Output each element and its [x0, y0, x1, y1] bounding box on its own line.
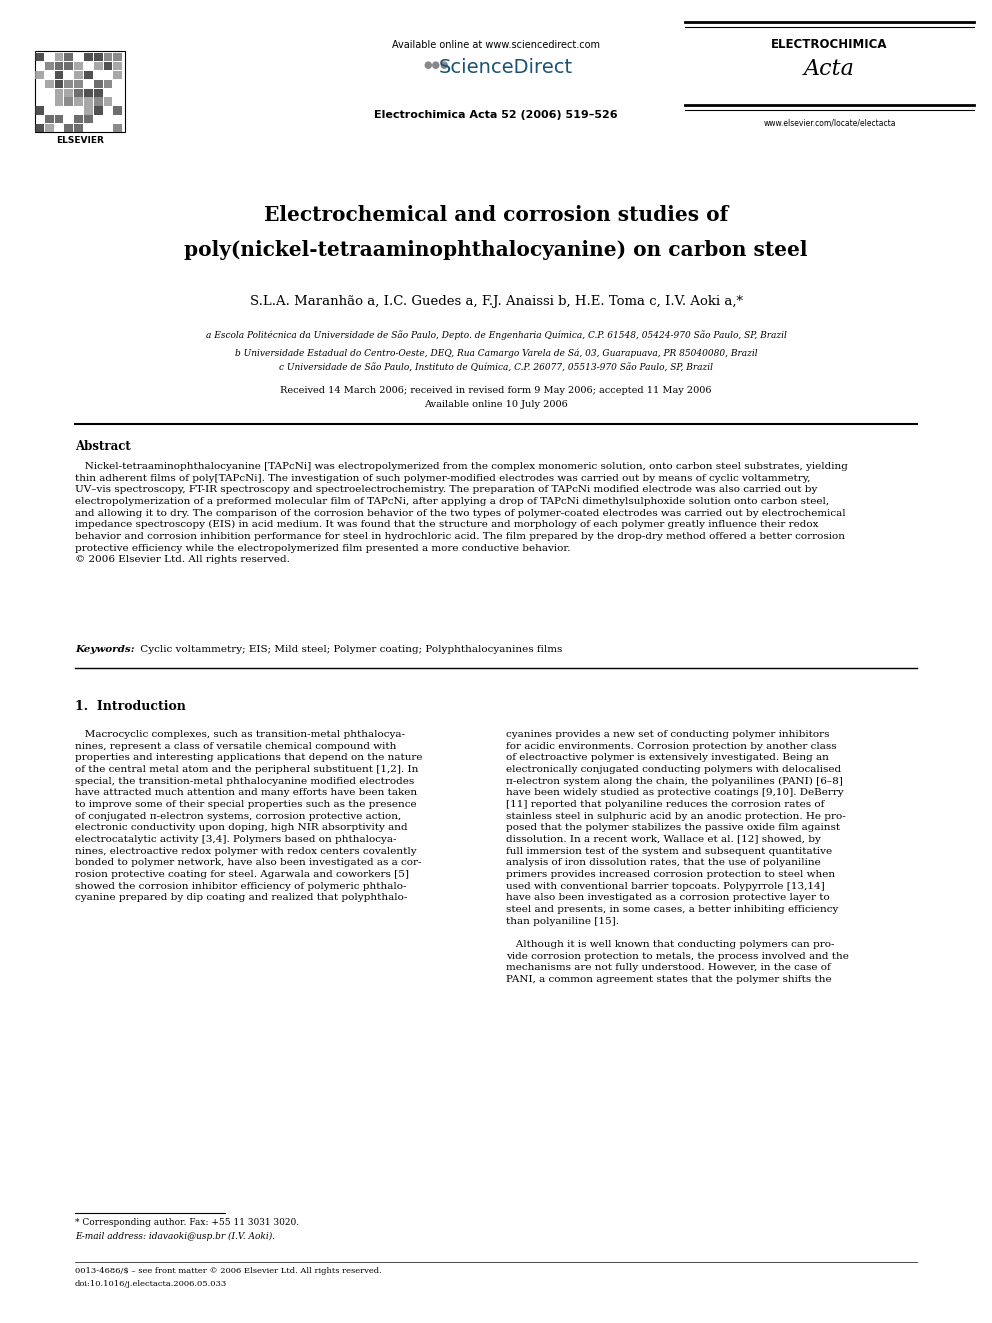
Bar — [103, 53, 112, 61]
Bar — [94, 98, 102, 106]
Bar — [64, 89, 73, 97]
Text: Macrocyclic complexes, such as transition-metal phthalocya-
nines, represent a c: Macrocyclic complexes, such as transitio… — [75, 730, 423, 902]
Bar — [45, 79, 54, 87]
Bar — [103, 79, 112, 87]
Bar — [84, 89, 93, 97]
Text: Available online at www.sciencedirect.com: Available online at www.sciencedirect.co… — [392, 40, 600, 50]
Bar — [74, 124, 83, 132]
Bar — [94, 89, 102, 97]
Text: poly(nickel-tetraaminophthalocyanine) on carbon steel: poly(nickel-tetraaminophthalocyanine) on… — [185, 239, 807, 261]
Text: Available online 10 July 2006: Available online 10 July 2006 — [425, 400, 567, 409]
Text: Cyclic voltammetry; EIS; Mild steel; Polymer coating; Polyphthalocyanines films: Cyclic voltammetry; EIS; Mild steel; Pol… — [137, 646, 562, 654]
Bar — [35, 106, 44, 115]
Text: S.L.A. Maranhão a, I.C. Guedes a, F.J. Anaissi b, H.E. Toma c, I.V. Aoki a,*: S.L.A. Maranhão a, I.C. Guedes a, F.J. A… — [250, 295, 742, 308]
Bar — [113, 53, 122, 61]
Bar — [74, 70, 83, 79]
Bar — [113, 106, 122, 115]
Bar — [94, 106, 102, 115]
Bar — [35, 70, 44, 79]
Text: * Corresponding author. Fax: +55 11 3031 3020.: * Corresponding author. Fax: +55 11 3031… — [75, 1218, 300, 1226]
Text: Acta: Acta — [805, 58, 855, 79]
Text: E-mail address: idavaoki@usp.br (I.V. Aoki).: E-mail address: idavaoki@usp.br (I.V. Ao… — [75, 1232, 275, 1241]
Text: Electrochimica Acta 52 (2006) 519–526: Electrochimica Acta 52 (2006) 519–526 — [374, 110, 618, 120]
Bar — [55, 62, 63, 70]
Text: cyanines provides a new set of conducting polymer inhibitors
for acidic environm: cyanines provides a new set of conductin… — [506, 730, 849, 984]
Bar — [94, 53, 102, 61]
Bar — [84, 106, 93, 115]
Bar — [64, 124, 73, 132]
Text: Abstract: Abstract — [75, 441, 131, 452]
Text: a Escola Politécnica da Universidade de São Paulo, Depto. de Engenharia Química,: a Escola Politécnica da Universidade de … — [205, 329, 787, 340]
Bar — [74, 115, 83, 123]
Bar — [55, 70, 63, 79]
Bar — [74, 79, 83, 87]
Bar — [74, 62, 83, 70]
Bar — [45, 115, 54, 123]
Bar — [55, 89, 63, 97]
Text: Nickel-tetraaminophthalocyanine [TAPcNi] was electropolymerized from the complex: Nickel-tetraaminophthalocyanine [TAPcNi]… — [75, 462, 848, 565]
Bar — [94, 79, 102, 87]
Bar — [64, 62, 73, 70]
Bar — [113, 62, 122, 70]
Text: c Universidade de São Paulo, Instituto de Química, C.P. 26077, 05513-970 São Pau: c Universidade de São Paulo, Instituto d… — [279, 364, 713, 373]
Bar — [64, 79, 73, 87]
Text: Electrochemical and corrosion studies of: Electrochemical and corrosion studies of — [264, 205, 728, 225]
Bar — [45, 124, 54, 132]
Bar — [35, 53, 44, 61]
Bar — [84, 115, 93, 123]
Text: Received 14 March 2006; received in revised form 9 May 2006; accepted 11 May 200: Received 14 March 2006; received in revi… — [281, 386, 711, 396]
Bar — [74, 89, 83, 97]
Bar — [74, 98, 83, 106]
Bar — [55, 79, 63, 87]
Bar — [55, 115, 63, 123]
Bar — [103, 98, 112, 106]
Text: ELSEVIER: ELSEVIER — [57, 136, 104, 146]
Text: ScienceDirect: ScienceDirect — [438, 58, 573, 77]
Bar — [113, 70, 122, 79]
Bar — [84, 98, 93, 106]
Bar — [84, 53, 93, 61]
Bar — [94, 62, 102, 70]
Text: b Universidade Estadual do Centro-Oeste, DEQ, Rua Camargo Varela de Sá, 03, Guar: b Universidade Estadual do Centro-Oeste,… — [235, 348, 757, 357]
Text: Keywords:: Keywords: — [75, 646, 135, 654]
Bar — [45, 62, 54, 70]
Bar — [55, 53, 63, 61]
Bar — [64, 53, 73, 61]
Bar — [55, 98, 63, 106]
Bar — [35, 50, 125, 132]
Text: ●●●: ●●● — [424, 60, 448, 70]
Text: 0013-4686/$ – see front matter © 2006 Elsevier Ltd. All rights reserved.: 0013-4686/$ – see front matter © 2006 El… — [75, 1267, 382, 1275]
Text: ELECTROCHIMICA: ELECTROCHIMICA — [771, 38, 888, 52]
Bar — [35, 124, 44, 132]
Bar — [103, 62, 112, 70]
Text: doi:10.1016/j.electacta.2006.05.033: doi:10.1016/j.electacta.2006.05.033 — [75, 1279, 227, 1289]
Bar — [113, 124, 122, 132]
Bar — [84, 70, 93, 79]
Text: www.elsevier.com/locate/electacta: www.elsevier.com/locate/electacta — [763, 118, 896, 127]
Text: 1.  Introduction: 1. Introduction — [75, 700, 186, 713]
Bar — [64, 98, 73, 106]
